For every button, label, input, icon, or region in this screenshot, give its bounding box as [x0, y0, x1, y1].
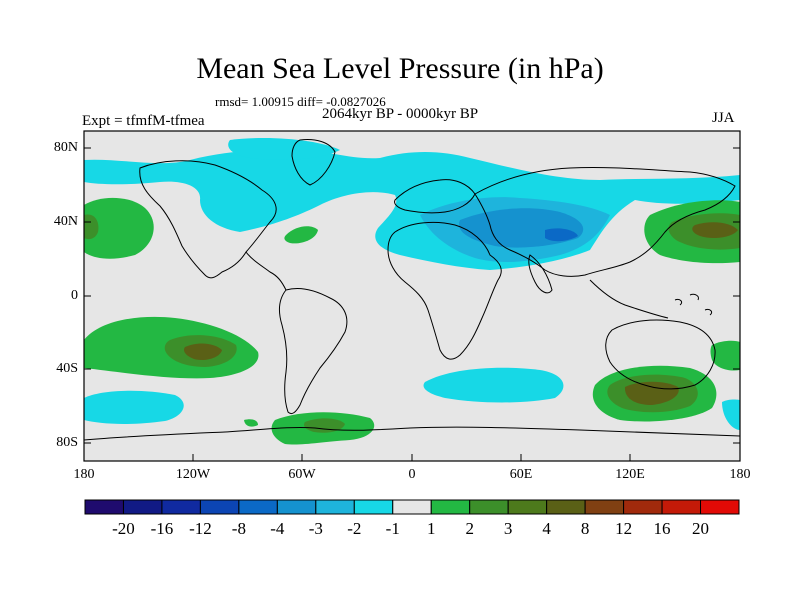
colorbar-swatch	[276, 499, 317, 515]
colorbar-swatch	[584, 499, 625, 515]
anomaly-region-asia-center	[545, 228, 578, 242]
greenland-coast	[291, 139, 336, 186]
anomaly-region-atlantic-small	[284, 226, 318, 244]
colorbar-label: -1	[385, 519, 400, 538]
colorbar-swatch	[392, 499, 432, 515]
chart-title: Mean Sea Level Pressure (in hPa)	[196, 52, 604, 85]
central-america-coast	[245, 251, 287, 291]
coastlines	[84, 139, 740, 441]
colorbar-swatch	[661, 499, 702, 515]
experiment-label: Expt = tfmfM-tfmea	[82, 113, 205, 129]
anomaly-region-north-pacific-west-core	[84, 214, 99, 240]
anomaly-region-arctic-cap	[228, 138, 340, 160]
anomaly-region-south-east	[722, 399, 740, 430]
anomaly-region-southeast-edge	[710, 340, 740, 371]
colorbar-swatch	[546, 499, 586, 515]
anomaly-region-south-pacific-core	[184, 343, 222, 360]
colorbar-swatch	[469, 499, 509, 515]
australia-coast	[605, 319, 716, 390]
lon-label-60w: 60W	[288, 467, 316, 482]
lat-label-40s: 40S	[56, 361, 78, 376]
lon-label-180e: 180	[729, 467, 751, 482]
colorbar-label: 3	[503, 519, 513, 538]
colorbar	[84, 499, 740, 515]
lat-label-0: 0	[71, 288, 78, 303]
anomaly-region-south-indian-core	[624, 381, 679, 405]
colorbar-swatch	[238, 499, 278, 515]
colorbar-swatch	[84, 499, 124, 515]
colorbar-label: 4	[542, 519, 551, 538]
colorbar-swatch	[315, 499, 355, 515]
colorbar-swatch	[199, 499, 240, 515]
north-america-coast	[139, 160, 277, 279]
anomaly-region-north-pacific-west	[84, 197, 154, 259]
colorbar-label: 12	[615, 519, 633, 538]
lon-label-120e: 120E	[615, 467, 645, 482]
colorbar-label: 2	[465, 519, 474, 538]
asia-coast	[474, 166, 736, 277]
colorbar-swatch	[700, 499, 740, 515]
stats-line: rmsd= 1.00915 diff= -0.0827026	[215, 94, 386, 109]
anomaly-region-antarctica-core	[304, 418, 345, 433]
colorbar-label: -8	[231, 519, 246, 538]
lat-label-40n: 40N	[53, 214, 78, 229]
lat-label-80n: 80N	[53, 140, 78, 155]
colorbar-label: -20	[112, 519, 135, 538]
antarctica-coast	[84, 426, 740, 441]
colorbar-swatch	[507, 499, 548, 515]
lon-label-120w: 120W	[175, 467, 211, 482]
colorbar-swatch	[122, 499, 163, 515]
colorbar-swatch	[161, 499, 201, 515]
pacific-islands	[674, 293, 713, 316]
colorbar-label: 8	[580, 519, 590, 538]
africa-coast	[387, 221, 502, 360]
south-america-coast	[278, 287, 348, 415]
anomaly-region-indian-ocean	[423, 367, 564, 403]
colorbar-label: 16	[653, 519, 671, 538]
colorbar-swatch	[353, 499, 394, 515]
lon-label-60e: 60E	[509, 467, 533, 482]
anomaly-region-south-pacific	[84, 390, 184, 424]
colorbar-label: -2	[347, 519, 362, 538]
anomaly-region-south-atlantic-small	[244, 419, 258, 427]
colorbar-label: -3	[308, 519, 323, 538]
anomaly-region-north-pacific-east-core	[692, 222, 738, 238]
lat-ticks	[84, 147, 740, 444]
colorbar-label: 20	[692, 519, 710, 538]
period-label: 2064kyr BP - 0000kyr BP	[322, 106, 479, 122]
india-coast	[528, 254, 553, 294]
colorbar-label: -4	[270, 519, 285, 538]
lon-ticks	[83, 454, 741, 461]
southeast-asia-coast	[589, 279, 669, 319]
colorbar-label: 1	[426, 519, 436, 538]
lat-label-80s: 80S	[56, 435, 78, 450]
colorbar-swatch	[430, 499, 471, 515]
lon-label-180w: 180	[73, 467, 95, 482]
colorbar-label: -16	[150, 519, 174, 538]
europe-coast	[394, 179, 476, 214]
season-label: JJA	[712, 110, 735, 126]
lon-label-0: 0	[408, 467, 416, 482]
colorbar-swatch	[623, 499, 663, 515]
colorbar-label: -12	[189, 519, 212, 538]
